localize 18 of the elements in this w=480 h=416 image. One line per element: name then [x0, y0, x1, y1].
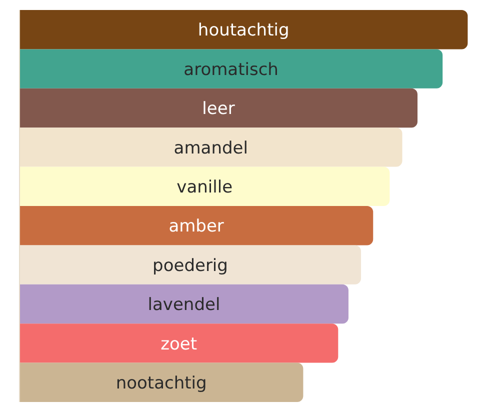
y-tick-label: amber [168, 216, 224, 237]
bar [20, 88, 418, 128]
bar [20, 166, 390, 206]
bar [20, 10, 468, 50]
y-tick-label: leer [202, 99, 235, 120]
y-tick-label: zoet [160, 334, 198, 354]
bar [20, 362, 304, 402]
y-tick-label: poederig [152, 256, 228, 276]
y-tick-label: houtachtig [198, 20, 290, 41]
y-tick-label: vanille [176, 178, 233, 198]
bar [20, 284, 348, 324]
y-tick-label: nootachtig [116, 374, 207, 394]
bar [20, 324, 338, 363]
bar [20, 206, 374, 246]
y-tick-label: aromatisch [184, 60, 278, 80]
y-tick-label: lavendel [148, 295, 220, 316]
y-tick-label: amandel [174, 138, 248, 158]
bar [20, 49, 443, 88]
